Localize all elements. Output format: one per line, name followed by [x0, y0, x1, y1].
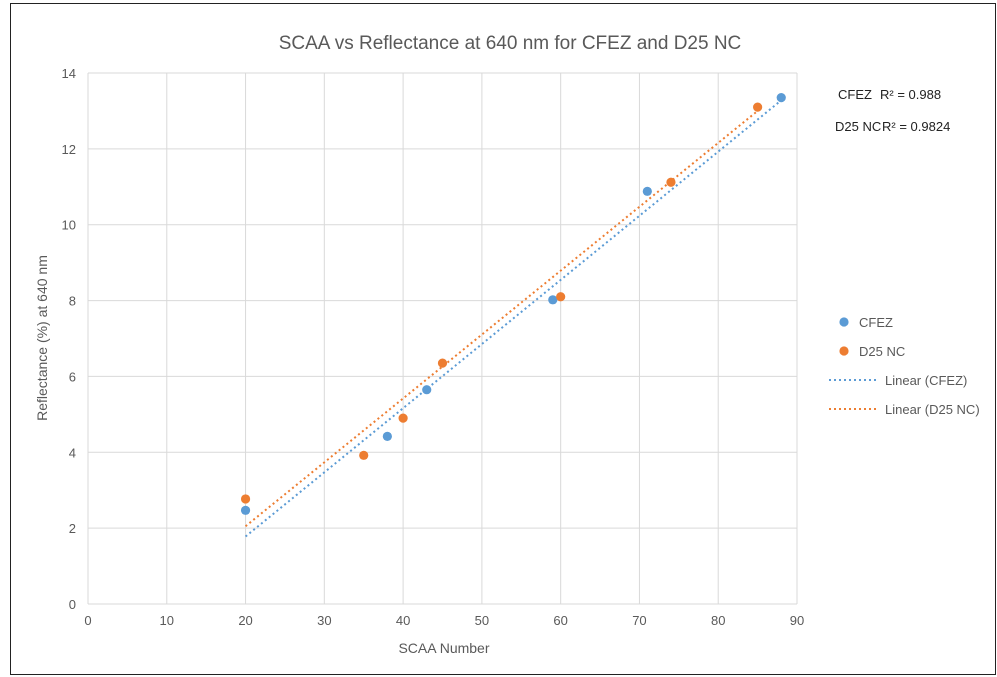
- data-point: [666, 177, 676, 187]
- data-point: [437, 358, 448, 368]
- legend-label: Linear (D25 NC): [885, 402, 980, 417]
- x-tick-label: 0: [84, 613, 91, 628]
- data-point: [398, 413, 408, 423]
- trendline: [244, 99, 782, 538]
- annotation-series-label: D25 NC: [835, 119, 881, 134]
- y-tick-label: 4: [69, 445, 76, 460]
- legend-label: CFEZ: [859, 315, 893, 330]
- y-tick-label: 12: [62, 142, 76, 157]
- grid: [87, 72, 798, 605]
- data-point: [776, 93, 786, 103]
- y-tick-label: 2: [69, 521, 76, 536]
- r-squared-annotations: CFEZ R² = 0.988 D25 NC R² = 0.9824: [835, 87, 950, 134]
- x-tick-label: 60: [553, 613, 567, 628]
- data-point: [240, 505, 251, 515]
- x-tick-label: 90: [790, 613, 804, 628]
- annotation-r2-value: R² = 0.988: [880, 87, 941, 102]
- annotation-series-label: CFEZ: [838, 87, 872, 102]
- x-tick-label: 70: [632, 613, 646, 628]
- r-squared-annotation: CFEZ R² = 0.988: [838, 87, 941, 102]
- x-tick-label: 10: [160, 613, 174, 628]
- annotation-r2-value: R² = 0.9824: [882, 119, 950, 134]
- legend-item: D25 NC: [839, 344, 905, 359]
- data-point: [753, 102, 763, 112]
- data-points: [240, 93, 786, 515]
- legend-marker: [839, 317, 849, 327]
- legend-item: Linear (CFEZ): [829, 373, 967, 388]
- legend-label: D25 NC: [859, 344, 905, 359]
- y-tick-label: 10: [62, 218, 76, 233]
- legend-item: Linear (D25 NC): [829, 402, 980, 417]
- x-tick-label: 80: [711, 613, 725, 628]
- x-tick-labels: 0 10 20 30 40 50 60 70 80 90: [84, 613, 804, 628]
- y-tick-label: 14: [62, 66, 76, 81]
- x-tick-label: 40: [396, 613, 410, 628]
- r-squared-annotation: D25 NC R² = 0.9824: [835, 119, 950, 134]
- data-point: [240, 494, 251, 504]
- chart-title: SCAA vs Reflectance at 640 nm for CFEZ a…: [279, 33, 742, 54]
- legend-label: Linear (CFEZ): [885, 373, 967, 388]
- y-tick-labels: 0 2 4 6 8 10 12 14: [62, 66, 76, 612]
- data-point: [422, 385, 432, 395]
- y-tick-label: 6: [69, 369, 76, 384]
- x-tick-label: 20: [238, 613, 252, 628]
- data-point: [359, 450, 369, 460]
- y-tick-label: 0: [69, 597, 76, 612]
- data-point: [382, 431, 392, 441]
- y-axis-title: Reflectance (%) at 640 nm: [34, 255, 50, 421]
- x-tick-label: 30: [317, 613, 331, 628]
- legend-item: CFEZ: [839, 315, 893, 330]
- data-point: [556, 292, 566, 302]
- x-axis-title: SCAA Number: [398, 640, 489, 656]
- x-tick-label: 50: [475, 613, 489, 628]
- y-tick-label: 8: [69, 294, 76, 309]
- data-point: [548, 295, 558, 305]
- legend-marker: [839, 346, 849, 356]
- trendlines: [244, 99, 782, 538]
- legend: CFEZ D25 NC Linear (CFEZ) Linear (D25 NC): [829, 315, 980, 417]
- data-point: [642, 186, 652, 196]
- trendline: [244, 110, 759, 528]
- chart-frame: [10, 3, 996, 675]
